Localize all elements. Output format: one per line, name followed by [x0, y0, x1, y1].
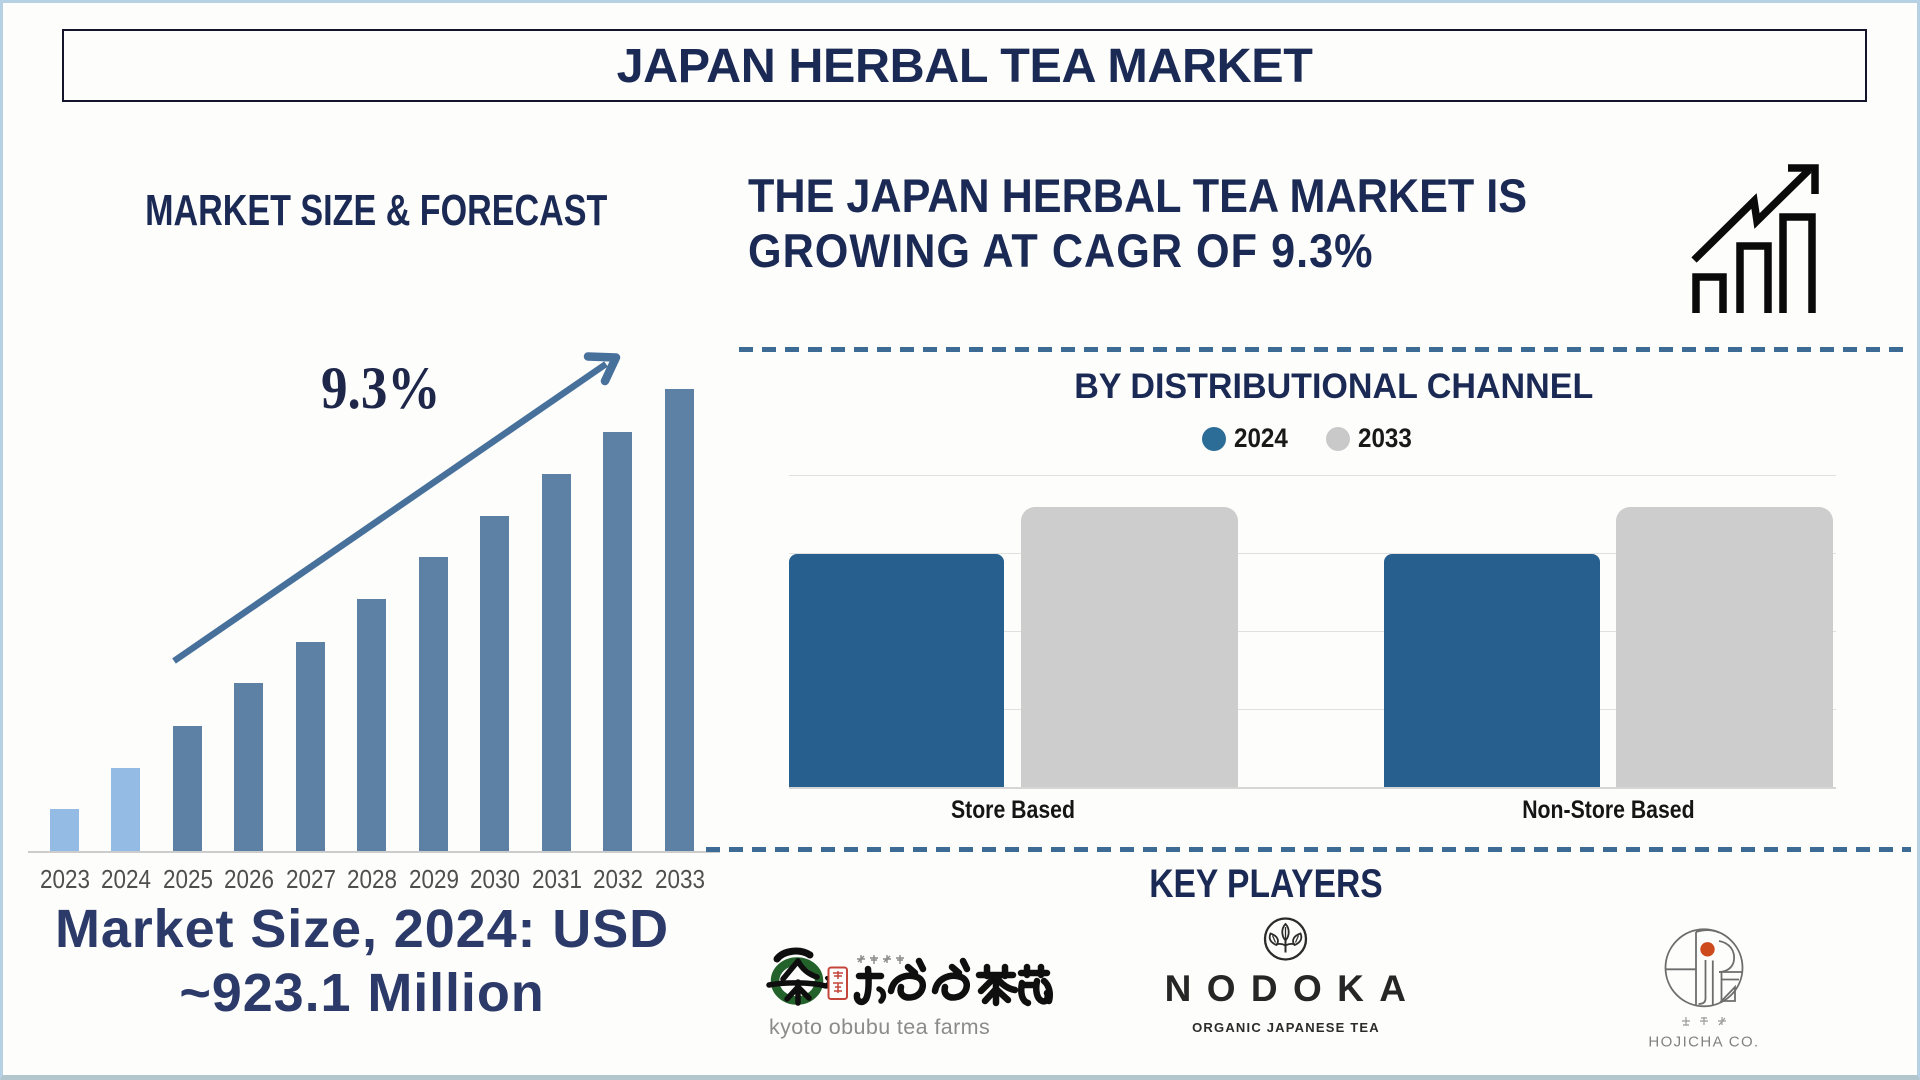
svg-text:HOJICHA CO.: HOJICHA CO. [1648, 1034, 1759, 1051]
svg-text:NODOKA: NODOKA [1165, 968, 1410, 1009]
svg-text:ORGANIC JAPANESE TEA: ORGANIC JAPANESE TEA [1192, 1020, 1380, 1035]
svg-text:kyoto obubu tea farms: kyoto obubu tea farms [769, 1015, 990, 1039]
